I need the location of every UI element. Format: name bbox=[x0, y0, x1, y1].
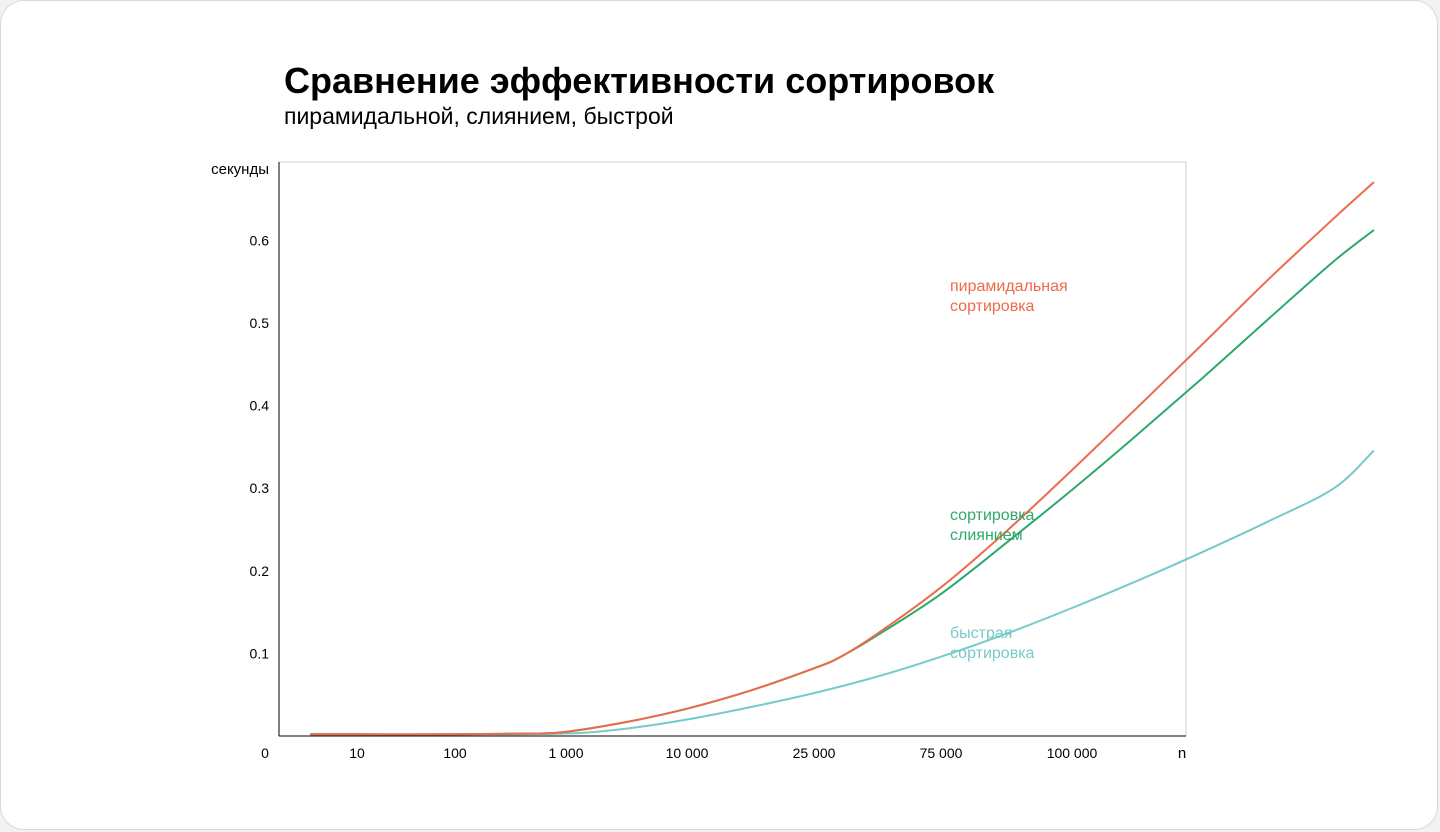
y-tick-labels: 0.1 0.2 0.3 0.4 0.5 0.6 bbox=[250, 232, 270, 661]
x-tick-labels: 0 10 100 1 000 10 000 25 000 75 000 100 000 bbox=[261, 745, 1097, 761]
y-axis-label: секунды bbox=[211, 161, 269, 178]
chart-title: Сравнение эффективности сортировок bbox=[284, 60, 995, 101]
x-tick-label-25-000: 25 000 bbox=[793, 745, 836, 761]
x-axis-label: n bbox=[1178, 745, 1186, 762]
x-tick-label-100: 100 bbox=[443, 745, 467, 761]
y-tick-label-5: 0.6 bbox=[250, 232, 270, 248]
chart-subtitle: пирамидальной, слиянием, быстрой bbox=[284, 103, 674, 129]
plot-frame bbox=[278, 161, 1187, 737]
x-tick-label-10-000: 10 000 bbox=[666, 745, 709, 761]
series-labels: пирамидальная сортировка сортировка слияние… bbox=[950, 278, 1068, 662]
x-tick-label-1-000: 1 000 bbox=[548, 745, 583, 761]
x-tick-label-100-000: 100 000 bbox=[1047, 745, 1098, 761]
series-label-line: пирамидальная bbox=[950, 278, 1068, 295]
series-label-quick-sort: быстрая сортировка bbox=[950, 625, 1035, 662]
series-label-line: быстрая bbox=[950, 625, 1012, 642]
y-tick-label-0: 0.1 bbox=[250, 645, 270, 661]
x-tick-label-0: 0 bbox=[261, 745, 269, 761]
series-label-heap-sort: пирамидальная сортировка bbox=[950, 278, 1068, 315]
series-label-line: сортировка bbox=[950, 645, 1035, 662]
series-label-line: сортировка bbox=[950, 507, 1035, 524]
y-tick-label-1: 0.2 bbox=[250, 563, 270, 579]
x-tick-label-75-000: 75 000 bbox=[920, 745, 963, 761]
series-line-merge-sort bbox=[310, 229, 1375, 736]
series-label-merge-sort: сортировка слиянием bbox=[950, 507, 1035, 544]
series-label-line: слиянием bbox=[950, 527, 1023, 544]
series-line-heap-sort bbox=[310, 181, 1375, 736]
series-line-quick-sort bbox=[310, 450, 1375, 736]
y-tick-label-2: 0.3 bbox=[250, 480, 270, 496]
y-tick-label-4: 0.5 bbox=[250, 315, 270, 331]
series-label-line: сортировка bbox=[950, 298, 1035, 315]
series-layer bbox=[310, 181, 1375, 736]
x-tick-label-10: 10 bbox=[349, 745, 365, 761]
y-tick-label-3: 0.4 bbox=[250, 398, 270, 414]
